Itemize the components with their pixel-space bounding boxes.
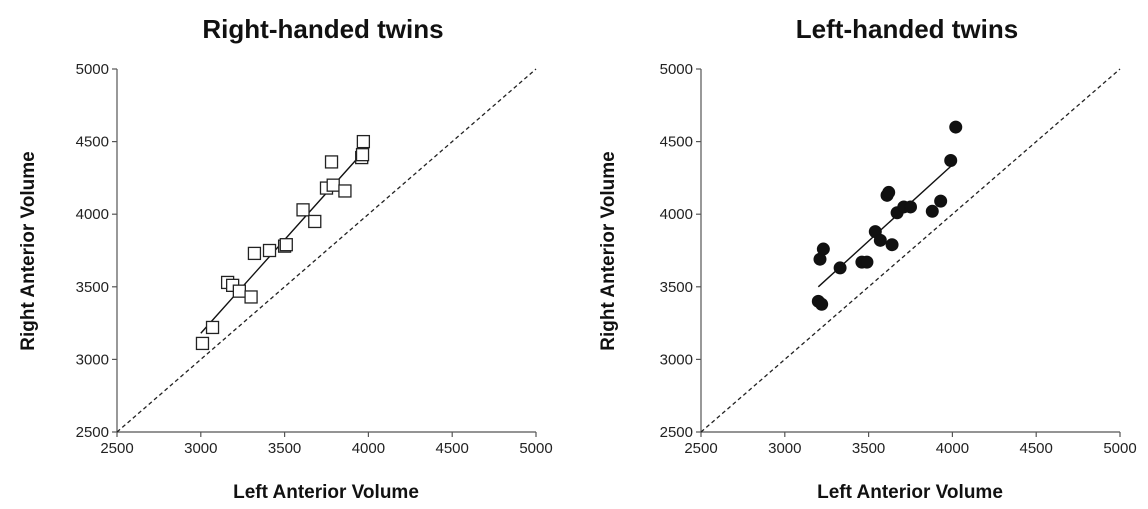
y-tick-label: 4000 (660, 206, 693, 223)
x-tick-label: 5000 (519, 440, 552, 457)
chart-title: Left-handed twins (796, 14, 1018, 44)
data-point (247, 246, 262, 261)
data-point (934, 194, 948, 208)
x-tick-label: 3000 (184, 440, 217, 457)
data-point (232, 284, 246, 298)
y-tick-label: 3000 (660, 351, 693, 368)
data-point (262, 243, 277, 258)
data-point (882, 185, 896, 199)
data-point (356, 134, 371, 149)
data-point (904, 200, 917, 214)
chart-panel-right-handed: Right-handed twins Left Anterior Volume … (18, 14, 553, 503)
data-point (205, 320, 220, 335)
x-tick-label: 4500 (436, 440, 469, 457)
data-point (925, 204, 939, 218)
axes: 2500 3000 3500 4000 4500 5000 2500 3000 3500 4000… (76, 61, 553, 457)
x-axis-label: Left Anterior Volume (233, 482, 419, 503)
y-tick-label: 4500 (76, 134, 109, 151)
data-point (885, 238, 899, 252)
data-point (860, 255, 874, 269)
data-point (244, 290, 258, 304)
identity-line (700, 68, 1121, 433)
data-point (324, 155, 339, 169)
y-axis-label: Right Anterior Volume (18, 151, 39, 351)
y-tick-label: 3500 (76, 279, 109, 296)
identity-line (116, 68, 537, 433)
x-tick-label: 5000 (1103, 440, 1136, 457)
y-tick-label: 2500 (660, 424, 693, 441)
x-axis-label: Left Anterior Volume (817, 482, 1003, 503)
y-tick-label: 3500 (660, 279, 693, 296)
data-point (296, 203, 310, 217)
data-point (308, 214, 322, 229)
y-axis-label: Right Anterior Volume (598, 151, 619, 351)
x-tick-label: 4000 (936, 440, 969, 457)
plot-area (116, 68, 537, 433)
x-tick-label: 3000 (768, 440, 801, 457)
chart-title: Right-handed twins (202, 14, 443, 44)
data-point (815, 297, 829, 311)
y-tick-label: 4000 (76, 206, 109, 223)
x-tick-label: 4500 (1020, 440, 1053, 457)
data-point (873, 233, 887, 247)
x-tick-label: 2500 (684, 440, 717, 457)
y-tick-label: 4500 (660, 134, 693, 151)
y-tick-label: 5000 (76, 61, 109, 78)
data-point (355, 148, 370, 162)
data-point (279, 238, 293, 252)
y-tick-label: 2500 (76, 424, 109, 441)
chart-panel-left-handed: Left-handed twins Left Anterior Volume R… (598, 14, 1137, 503)
data-point (944, 153, 958, 167)
y-tick-label: 5000 (660, 61, 693, 78)
x-tick-label: 3500 (268, 440, 301, 457)
data-point (326, 178, 340, 192)
x-tick-label: 2500 (100, 440, 133, 457)
y-tick-label: 3000 (76, 351, 109, 368)
x-tick-label: 4000 (352, 440, 385, 457)
data-point (195, 336, 210, 351)
data-point (949, 120, 963, 134)
x-tick-label: 3500 (852, 440, 885, 457)
axes: 2500 3000 3500 4000 4500 5000 2500 3000 3500 4000… (660, 61, 1137, 457)
data-point (833, 261, 847, 275)
data-point (816, 242, 830, 256)
data-point (338, 184, 352, 198)
plot-area (700, 68, 1121, 433)
